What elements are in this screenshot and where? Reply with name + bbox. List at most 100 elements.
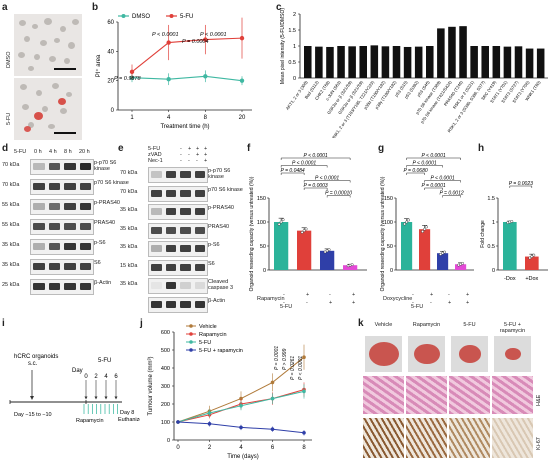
bar-c <box>481 46 489 78</box>
chart-c: 0 0.5 1 1.5 2 Mean pixel intensity (5-FU/DMSO… <box>280 8 548 138</box>
blot-band <box>33 163 45 170</box>
pvalue-g: P = 0.0001 <box>422 183 446 189</box>
histology-grid: Vehicle Rapamycin 5-FU 5-FU + rapamycin H&E K… <box>360 322 552 462</box>
tumour-specimen <box>458 345 481 363</box>
pvalue-f: P < 0.0001 <box>292 161 316 167</box>
treatment-sign: - <box>180 146 182 152</box>
blot-strip <box>30 199 94 215</box>
blot-band <box>48 203 60 210</box>
ladder-label: 35 kDa <box>2 262 20 268</box>
data-point <box>270 427 275 431</box>
x-axis-title-b: Treatment time (h) <box>160 124 209 130</box>
treatment-sign: + <box>430 292 434 298</box>
y-axis-title-g: Organoid reseeding capacity (versus untr… <box>380 176 386 291</box>
treatment-sign: + <box>466 292 470 298</box>
significance-bracket <box>280 157 351 160</box>
y-tick-label-j: 500 <box>161 348 170 354</box>
treatment-sign: - <box>188 158 190 164</box>
legend-label-j: Vehicle <box>199 324 217 330</box>
treatment-sign: - <box>412 300 414 306</box>
blot-band <box>194 208 205 215</box>
ladder-label: 55 kDa <box>2 202 20 208</box>
ladder-label: 35 kDa <box>120 225 138 232</box>
schematic-rapamycin-label: Rapamycin <box>76 418 104 424</box>
replicate-point <box>327 248 331 252</box>
replicate-point <box>441 251 444 255</box>
schematic-end-label: Day 8Euthanize <box>118 410 140 423</box>
y-tick-label-j: 600 <box>161 330 170 336</box>
replicate-point <box>403 222 406 226</box>
blot-strip <box>30 159 94 175</box>
blot-band <box>151 263 162 271</box>
replicate-point <box>302 229 306 233</box>
replicate-point <box>350 263 354 267</box>
tumour-photo <box>365 336 402 372</box>
y-axis-title-f: Organoid reseeding capacity (versus untr… <box>249 176 255 291</box>
blot-band-label: PRAS40 <box>94 220 116 226</box>
bar-f <box>343 265 358 270</box>
panel-label-f: f <box>247 143 251 154</box>
blot-strip <box>148 241 208 257</box>
blot-band <box>33 203 45 210</box>
y-tick-label-f: 50 <box>260 244 266 250</box>
x-axis-title-j: Time (days) <box>227 454 258 460</box>
panel-label-g: g <box>378 143 385 154</box>
blot-band-label: p-p70 S6 kinase <box>94 160 117 172</box>
blot-band <box>48 183 60 190</box>
treatment-sign: + <box>204 152 208 158</box>
pvalue-j-3: P < 0.0001 <box>298 356 304 380</box>
pvalue-f: P < 0.0001 <box>315 176 339 182</box>
data-point <box>302 431 306 435</box>
replicate-point <box>277 222 281 226</box>
blot-band <box>194 263 205 271</box>
data-point <box>129 69 135 75</box>
blot-strip <box>30 259 94 275</box>
schematic-model: hCRC organoids s.c. <box>14 354 58 367</box>
histology-column-label: 5-FU + rapamycin <box>499 322 526 334</box>
replicate-point <box>405 220 408 224</box>
treatment-sign: + <box>196 146 200 152</box>
blot-band <box>194 245 205 252</box>
x-tick-label-j: 0 <box>176 445 180 451</box>
ki67-stain-image <box>406 418 447 458</box>
replicate-point <box>532 253 536 257</box>
blot-e-treat-2: Nec-1 <box>148 158 163 164</box>
bar-c <box>315 46 323 78</box>
blot-band <box>48 283 60 290</box>
blot-band <box>79 283 91 290</box>
blot-band-label: β-Actin <box>94 280 112 286</box>
treatment-sign: + <box>352 300 356 306</box>
blot-strip <box>148 167 208 183</box>
bar-c <box>304 46 312 78</box>
chart-b: 0 20 40 60 1 4 8 20 Treatment time (h) PI⁺ area D… <box>95 14 252 130</box>
replicate-point <box>304 227 308 231</box>
bar-c <box>337 46 345 78</box>
treatment-sign: + <box>352 292 356 298</box>
x-tick-label-j: 2 <box>208 445 212 451</box>
day-number: 2 <box>94 374 98 380</box>
blot-band <box>33 283 45 290</box>
blot-strip <box>30 219 94 235</box>
blot-band-label: β-Actin <box>208 297 226 304</box>
y-tick-label-b: 0 <box>111 108 115 114</box>
micrograph-dmso <box>14 14 82 76</box>
blot-band-label: S6 <box>208 260 215 267</box>
data-point <box>270 396 275 401</box>
g-treat-doxycycline: Doxycycline <box>383 296 413 302</box>
ladder-label: 35 kDa <box>120 281 138 287</box>
ladder-label: 35 kDa <box>120 244 138 250</box>
bar-c <box>392 46 401 78</box>
blot-strip <box>148 259 208 276</box>
legend-label-j: 5-FU + rapamycin <box>199 348 243 354</box>
blot-band <box>151 226 162 234</box>
pvalue-f: P = 0.0003 <box>304 183 328 189</box>
y-tick-label-j: 400 <box>161 366 170 372</box>
histology-row-label: H&E <box>536 394 542 406</box>
blot-band <box>79 163 91 170</box>
treatment-sign: - <box>180 152 182 158</box>
panel-label-c: c <box>276 2 282 13</box>
blot-d-time-0: 0 h <box>34 149 42 155</box>
replicate-point <box>421 230 424 233</box>
